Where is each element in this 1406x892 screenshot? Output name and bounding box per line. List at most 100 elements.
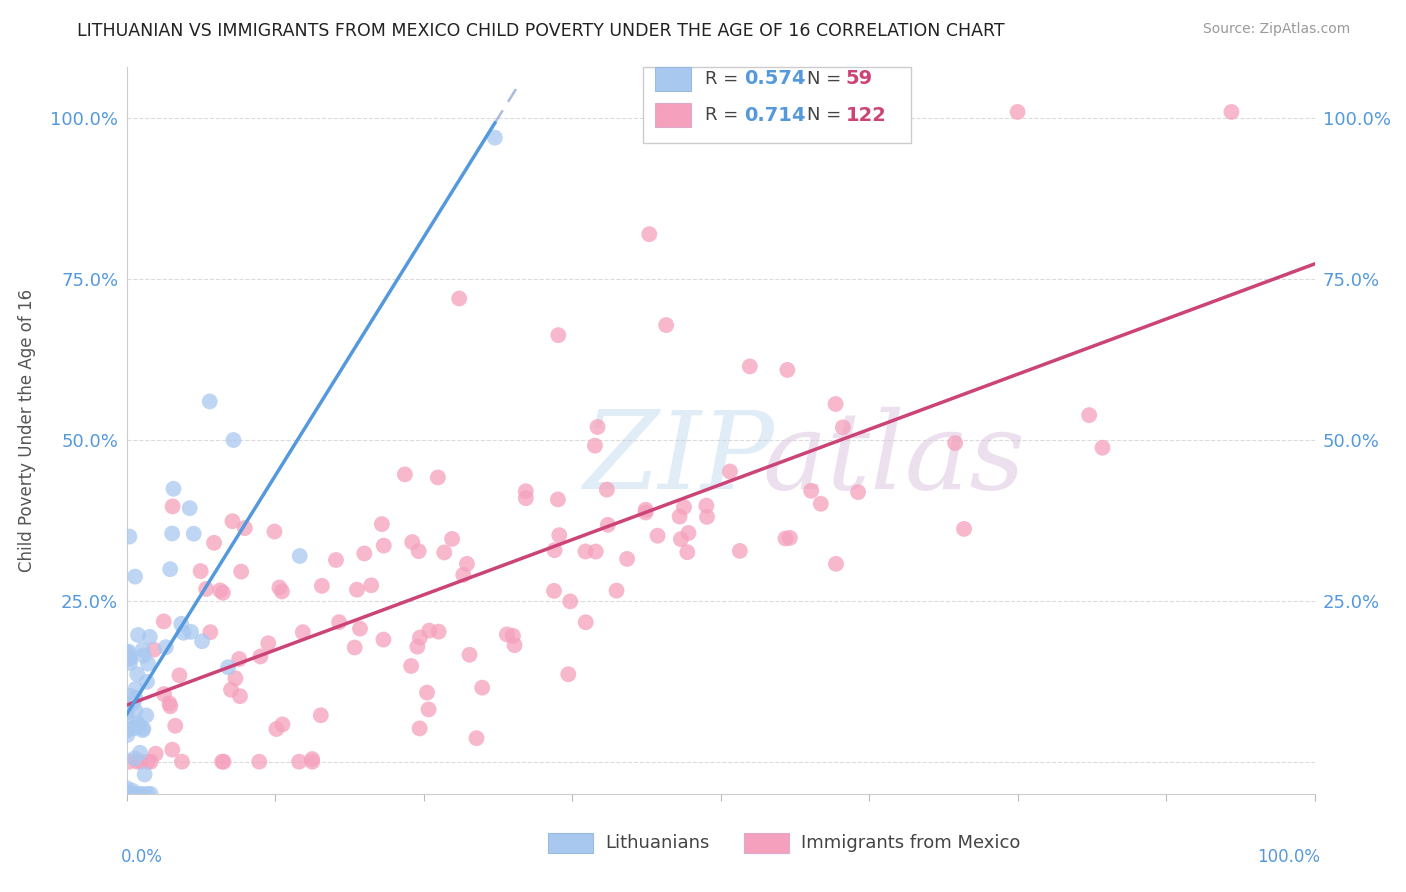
Point: [453, 567, 475, 582]
Point: [543, 583, 565, 598]
Point: [153, 687, 176, 701]
Point: [484, 130, 506, 145]
Point: [586, 420, 609, 434]
Point: [728, 544, 751, 558]
Point: [606, 583, 628, 598]
Point: [543, 543, 565, 558]
Point: [775, 532, 797, 546]
Point: [309, 708, 332, 723]
Point: [408, 544, 430, 558]
Point: [162, 742, 184, 756]
Point: [170, 755, 193, 769]
Point: [343, 640, 366, 655]
Point: [547, 328, 569, 343]
FancyBboxPatch shape: [548, 833, 593, 854]
Point: [441, 532, 464, 546]
Point: [257, 636, 280, 650]
Point: [115, 780, 138, 795]
Point: [634, 502, 657, 516]
Point: [124, 704, 146, 718]
Point: [596, 483, 619, 497]
Point: [738, 359, 761, 374]
Point: [117, 787, 139, 801]
Point: [418, 624, 440, 638]
Text: ZIP: ZIP: [583, 407, 775, 512]
Y-axis label: Child Poverty Under the Age of 16: Child Poverty Under the Age of 16: [18, 289, 37, 572]
Point: [136, 674, 159, 689]
Point: [502, 629, 524, 643]
Point: [800, 483, 823, 498]
Point: [129, 746, 152, 760]
Point: [142, 642, 165, 657]
Point: [249, 649, 271, 664]
Point: [647, 529, 669, 543]
Point: [458, 648, 481, 662]
Point: [401, 535, 423, 549]
Point: [373, 539, 395, 553]
Point: [346, 582, 368, 597]
Point: [202, 536, 225, 550]
Point: [127, 716, 149, 731]
Point: [328, 615, 350, 629]
Point: [547, 492, 569, 507]
Point: [831, 420, 853, 434]
Point: [212, 586, 235, 600]
Text: 59: 59: [845, 70, 873, 88]
Point: [173, 625, 195, 640]
Point: [449, 292, 471, 306]
Point: [271, 584, 294, 599]
Point: [124, 690, 146, 705]
Point: [129, 755, 152, 769]
Point: [127, 667, 149, 681]
Point: [115, 645, 138, 659]
Point: [301, 752, 323, 766]
Point: [548, 528, 571, 542]
Point: [574, 544, 596, 558]
Point: [124, 681, 146, 696]
FancyBboxPatch shape: [655, 103, 690, 128]
Point: [672, 500, 695, 514]
Point: [824, 397, 846, 411]
Text: atlas: atlas: [762, 407, 1025, 512]
Point: [560, 594, 582, 608]
Point: [160, 526, 183, 541]
Text: 0.0%: 0.0%: [121, 848, 163, 866]
Point: [585, 544, 607, 558]
Point: [373, 632, 395, 647]
Point: [139, 630, 162, 644]
Point: [360, 578, 382, 592]
Point: [943, 436, 966, 450]
FancyBboxPatch shape: [744, 833, 790, 854]
Point: [1007, 104, 1029, 119]
Point: [136, 755, 159, 769]
Point: [170, 616, 193, 631]
Point: [139, 787, 162, 801]
Point: [291, 625, 314, 640]
Point: [217, 660, 239, 674]
Text: N =: N =: [807, 70, 848, 88]
Point: [231, 565, 253, 579]
Point: [132, 648, 155, 663]
Point: [165, 719, 187, 733]
Point: [211, 755, 233, 769]
Point: [128, 719, 150, 733]
Point: [139, 755, 162, 769]
Point: [575, 615, 598, 630]
Point: [180, 624, 202, 639]
Point: [115, 701, 138, 715]
Point: [155, 640, 177, 655]
Point: [269, 581, 291, 595]
Point: [132, 722, 155, 736]
Point: [117, 651, 139, 665]
Point: [122, 787, 145, 801]
Point: [638, 227, 661, 242]
Point: [191, 634, 214, 648]
Point: [124, 751, 146, 765]
Point: [825, 557, 848, 571]
Point: [676, 545, 699, 559]
Point: [779, 531, 801, 545]
Point: [117, 728, 139, 742]
Point: [121, 787, 143, 801]
Point: [634, 505, 657, 519]
Point: [465, 731, 488, 746]
